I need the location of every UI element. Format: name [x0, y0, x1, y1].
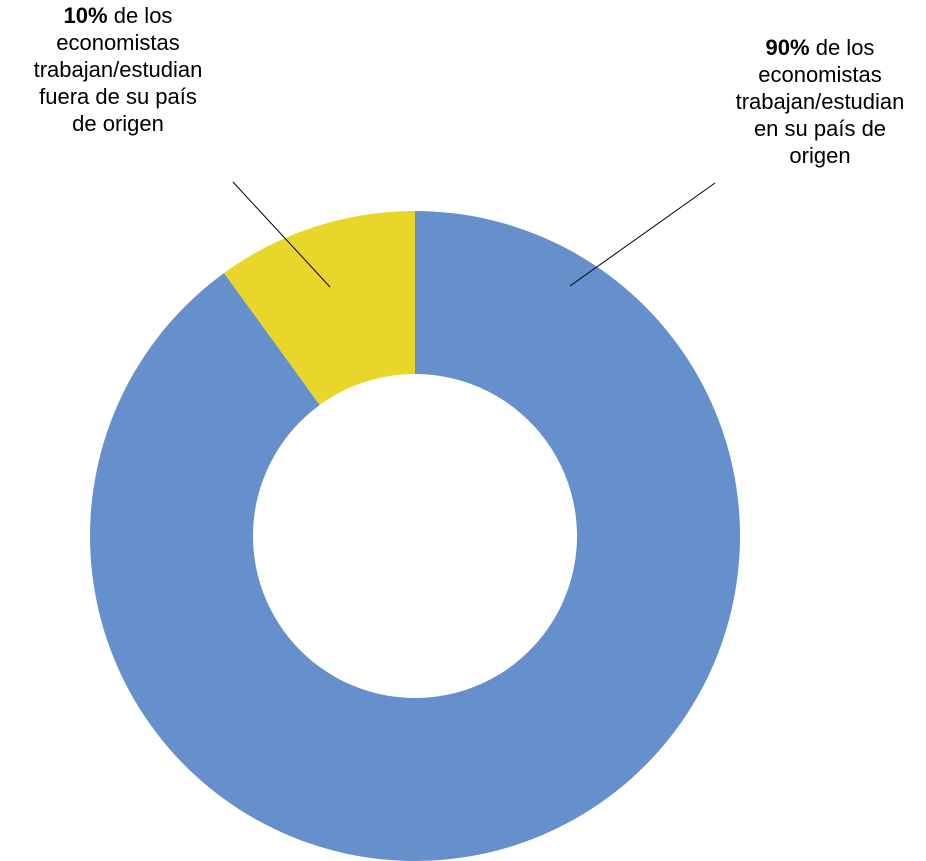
category-label: de los economistas trabajan/estudian fue… [33, 3, 203, 136]
value-label: 90% [765, 35, 810, 60]
leader-line [232, 181, 331, 288]
donut-slice [90, 211, 740, 861]
leader-line [569, 182, 716, 287]
slices [90, 211, 740, 861]
value-label: 10% [63, 3, 108, 28]
slice-label: 90% de los economistas trabajan/estudian… [731, 34, 909, 169]
donut-slice [223, 211, 415, 405]
slice-label: 10% de los economistas trabajan/estudian… [29, 2, 207, 137]
category-label: de los economistas trabajan/estudian en … [735, 35, 905, 168]
